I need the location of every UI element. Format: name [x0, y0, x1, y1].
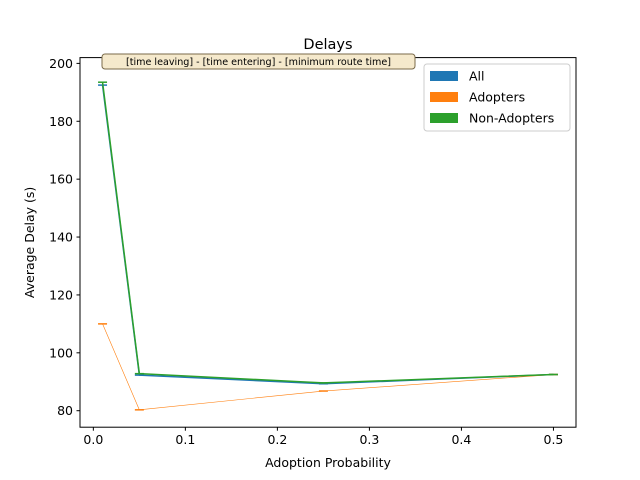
x-axis: 0.0 0.1 0.2 0.3 0.4 0.5: [83, 427, 563, 447]
y-axis-label: Average Delay (s): [22, 187, 37, 298]
annotation-background: [101, 53, 416, 70]
x-axis-label: Adoption Probability: [265, 455, 391, 470]
series-line-non-adopters: [101, 82, 554, 384]
x-tick-label: 0.5: [544, 432, 564, 447]
y-tick-label: 80: [57, 403, 73, 418]
x-tick-label: 0.1: [175, 432, 195, 447]
legend-label-all: All: [469, 69, 485, 84]
y-tick-label: 200: [49, 56, 73, 71]
chart-title: Delays: [303, 37, 352, 53]
legend-label-adopters: Adopters: [469, 90, 525, 105]
x-tick-label: 0.0: [83, 432, 103, 447]
legend-swatch-non-adopters: [430, 113, 458, 123]
x-tick-label: 0.3: [359, 432, 379, 447]
y-tick-label: 160: [49, 172, 73, 187]
y-tick-label: 120: [49, 287, 73, 302]
annotation-box: [time leaving] - [time entering] - [mini…: [101, 53, 416, 70]
legend: All Adopters Non-Adopters: [423, 63, 571, 132]
y-axis: 80 100 120 140 160 180 200: [49, 56, 80, 418]
x-tick-label: 0.2: [267, 432, 287, 447]
annotation-text: [time leaving] - [time entering] - [mini…: [126, 57, 391, 68]
y-tick-label: 100: [49, 345, 73, 360]
y-tick-label: 180: [49, 114, 73, 129]
series-layer: [98, 81, 558, 411]
legend-frame: [423, 63, 571, 132]
legend-swatch-adopters: [430, 92, 458, 102]
y-tick-label: 140: [49, 230, 73, 245]
series-line-adopters: [102, 323, 554, 411]
x-tick-label: 0.4: [451, 432, 471, 447]
legend-label-non-adopters: Non-Adopters: [469, 111, 554, 126]
legend-swatch-all: [430, 71, 458, 81]
